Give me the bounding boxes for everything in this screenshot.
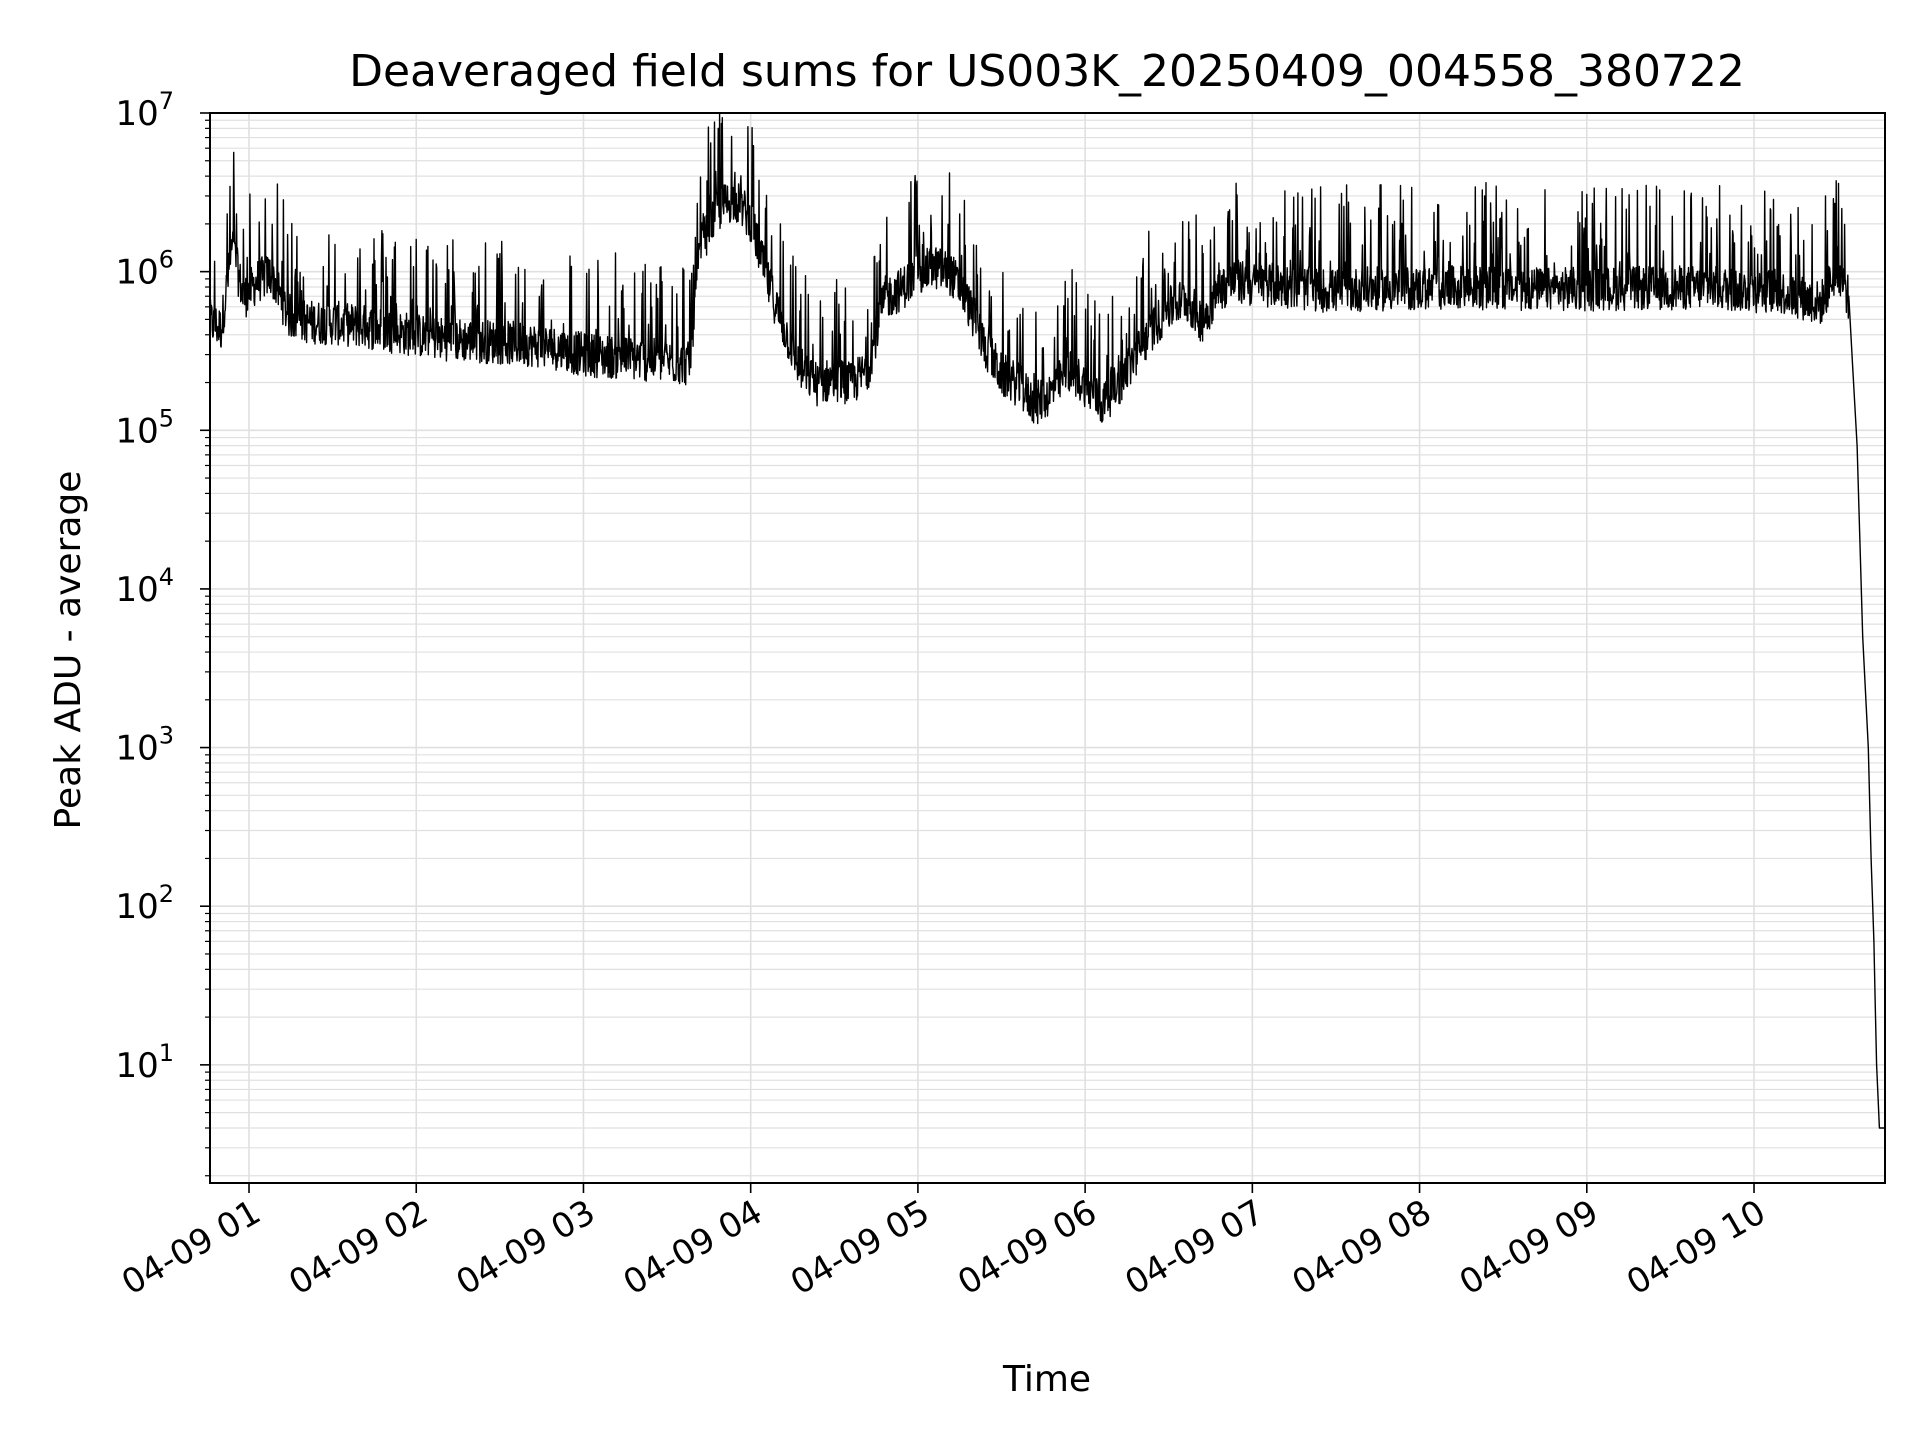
- y-tick-base: 10: [115, 94, 158, 134]
- x-tick-label: 04-09 08: [1286, 1192, 1438, 1303]
- y-tick-base: 10: [115, 729, 158, 769]
- y-tick-label: 105: [115, 404, 174, 451]
- y-tick-label: 104: [115, 563, 174, 610]
- x-tick-label: 04-09 06: [951, 1192, 1103, 1303]
- x-tick-label: 04-09 04: [617, 1192, 769, 1303]
- x-tick-label: 04-09 09: [1453, 1192, 1605, 1303]
- y-tick-exponent: 5: [159, 404, 174, 432]
- y-tick-exponent: 2: [159, 880, 174, 908]
- x-tick-label: 04-09 07: [1118, 1192, 1270, 1303]
- y-tick-base: 10: [115, 411, 158, 451]
- y-tick-base: 10: [115, 1046, 158, 1086]
- y-tick-exponent: 4: [159, 563, 174, 591]
- grid: [210, 112, 1885, 1183]
- y-tick-label: 107: [115, 87, 174, 134]
- y-tick-base: 10: [115, 570, 158, 610]
- x-axis-label: Time: [1002, 1359, 1091, 1400]
- y-axis-label: Peak ADU - average: [48, 471, 89, 830]
- y-tick-exponent: 3: [159, 722, 174, 750]
- y-tick-exponent: 6: [159, 246, 174, 274]
- y-tick-label: 102: [115, 880, 174, 927]
- x-tick-label: 04-09 05: [784, 1192, 936, 1303]
- series-line: [209, 113, 1885, 1129]
- x-tick-label: 04-09 02: [282, 1192, 434, 1303]
- chart-title: Deaveraged field sums for US003K_2025040…: [349, 46, 1745, 97]
- y-tick-base: 10: [115, 253, 158, 293]
- y-tick-exponent: 7: [159, 87, 174, 115]
- y-tick-label: 101: [115, 1039, 174, 1086]
- x-tick-label: 04-09 01: [115, 1192, 267, 1303]
- y-tick-label: 106: [115, 246, 174, 293]
- y-tick-base: 10: [115, 887, 158, 927]
- x-tick-label: 04-09 03: [450, 1192, 602, 1303]
- x-axis: 04-09 01 04-09 02 04-09 03 04-09 04 04-09 05…: [115, 1183, 1773, 1303]
- y-tick-exponent: 1: [159, 1039, 174, 1067]
- x-tick-label: 04-09 10: [1620, 1192, 1772, 1303]
- y-tick-label: 103: [115, 722, 174, 769]
- plot-frame: [209, 112, 1886, 1184]
